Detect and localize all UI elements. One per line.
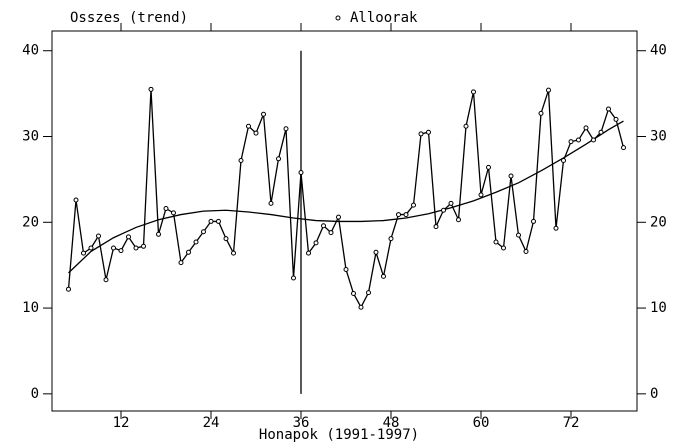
data-point bbox=[336, 214, 341, 220]
data-point bbox=[216, 218, 221, 224]
data-point bbox=[276, 156, 281, 162]
data-point bbox=[268, 200, 274, 206]
data-point bbox=[523, 248, 529, 254]
data-point bbox=[253, 130, 259, 136]
x-tick-label: 24 bbox=[203, 415, 220, 431]
data-point bbox=[148, 86, 154, 92]
legend-marker bbox=[335, 15, 341, 21]
y-tick-label: 0 bbox=[31, 386, 39, 402]
y2-tick-label: 20 bbox=[650, 214, 667, 230]
data-point bbox=[591, 137, 596, 143]
data-point bbox=[358, 304, 364, 310]
data-point bbox=[171, 210, 176, 216]
data-point bbox=[306, 250, 311, 256]
x-tick-label: 72 bbox=[563, 415, 580, 431]
data-point bbox=[178, 260, 184, 266]
data-point bbox=[291, 275, 296, 281]
y-tick-label: 30 bbox=[22, 129, 39, 145]
data-point bbox=[261, 111, 266, 117]
data-point bbox=[246, 123, 251, 129]
data-point bbox=[111, 245, 116, 251]
data-point bbox=[598, 129, 604, 135]
legend-label: Osszes (trend) bbox=[70, 10, 188, 26]
data-point bbox=[366, 290, 371, 296]
data-point bbox=[141, 243, 146, 249]
data-point bbox=[193, 239, 199, 245]
data-point bbox=[576, 137, 581, 143]
y2-tick-label: 30 bbox=[650, 129, 667, 145]
y2-tick-label: 40 bbox=[650, 43, 667, 59]
data-point bbox=[231, 250, 236, 256]
data-point bbox=[426, 129, 431, 135]
y-tick-label: 40 bbox=[22, 43, 39, 59]
data-point bbox=[606, 106, 611, 112]
data-point bbox=[133, 245, 139, 251]
data-point bbox=[81, 250, 86, 256]
y2-tick-label: 0 bbox=[650, 386, 658, 402]
data-point bbox=[478, 192, 484, 198]
data-point bbox=[396, 212, 401, 218]
y-tick-label: 20 bbox=[22, 214, 39, 230]
data-point bbox=[298, 170, 304, 176]
data-point bbox=[388, 236, 394, 242]
data-point bbox=[531, 218, 536, 224]
data-point bbox=[223, 236, 229, 242]
data-point bbox=[351, 290, 356, 296]
data-point bbox=[118, 248, 124, 254]
data-point bbox=[163, 206, 169, 212]
data-point bbox=[373, 249, 379, 255]
data-point bbox=[313, 240, 319, 246]
y-tick-label: 10 bbox=[22, 300, 39, 316]
data-point bbox=[66, 286, 71, 292]
data-point bbox=[546, 87, 551, 93]
data-point bbox=[538, 110, 544, 116]
data-point bbox=[501, 245, 506, 251]
data-point bbox=[403, 212, 409, 218]
data-point bbox=[103, 277, 109, 283]
x-axis-title: Honapok (1991-1997) bbox=[259, 427, 419, 443]
data-point bbox=[568, 139, 574, 145]
data-point bbox=[613, 116, 619, 122]
data-point bbox=[343, 266, 349, 272]
y2-tick-label: 10 bbox=[650, 300, 667, 316]
x-tick-label: 36 bbox=[293, 415, 310, 431]
data-point bbox=[463, 123, 469, 129]
data-point bbox=[508, 173, 514, 179]
data-point bbox=[418, 131, 424, 137]
x-tick-label: 12 bbox=[113, 415, 130, 431]
data-point bbox=[583, 125, 589, 131]
data-point bbox=[493, 239, 499, 245]
legend-label: Alloorak bbox=[350, 10, 418, 26]
data-point bbox=[88, 245, 94, 251]
data-point bbox=[328, 230, 334, 236]
data-point bbox=[156, 231, 161, 237]
data-point bbox=[238, 158, 244, 164]
series-line bbox=[67, 89, 625, 309]
data-point bbox=[516, 232, 521, 238]
data-point bbox=[96, 233, 101, 239]
data-point bbox=[208, 218, 214, 224]
data-point bbox=[186, 249, 191, 255]
data-point bbox=[433, 224, 439, 230]
plot-frame bbox=[51, 30, 638, 412]
data-point bbox=[73, 197, 79, 203]
data-point bbox=[201, 229, 206, 235]
data-point bbox=[321, 223, 326, 229]
x-tick-label: 60 bbox=[473, 415, 490, 431]
data-point bbox=[126, 234, 131, 240]
data-point bbox=[486, 164, 491, 170]
data-point bbox=[456, 217, 461, 223]
data-point bbox=[553, 225, 559, 231]
data-point bbox=[621, 145, 626, 151]
data-point bbox=[441, 207, 446, 213]
data-point bbox=[448, 200, 454, 206]
series-line bbox=[68, 120, 624, 274]
x-tick-label: 48 bbox=[383, 415, 400, 431]
data-point bbox=[561, 158, 566, 164]
data-point bbox=[471, 89, 476, 95]
data-point bbox=[283, 126, 289, 132]
data-point bbox=[411, 202, 416, 208]
data-point bbox=[381, 273, 386, 279]
